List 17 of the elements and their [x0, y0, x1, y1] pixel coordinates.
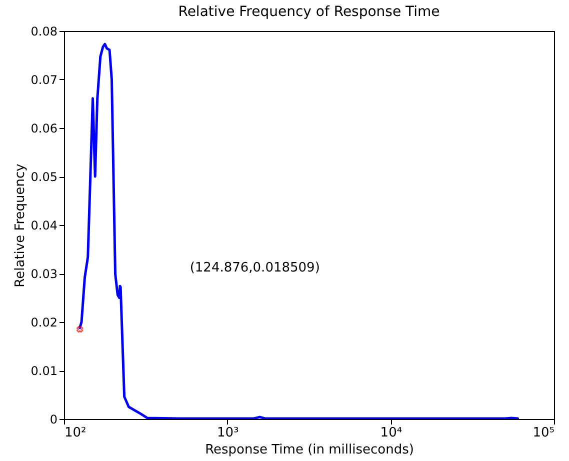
y-tick-label: 0 — [50, 412, 58, 426]
y-tick-label: 0.03 — [30, 267, 58, 281]
y-tick-label: 0.06 — [30, 122, 58, 136]
x-axis-title: Response Time (in milliseconds) — [205, 442, 414, 458]
annotation: (124.876,0.018509) — [190, 260, 320, 276]
y-tick-label: 0.07 — [30, 73, 58, 87]
x-tick-label: 10² — [64, 426, 86, 440]
y-tick-label: 0.08 — [30, 24, 58, 38]
y-tick-label: 0.05 — [30, 170, 58, 184]
y-tick-label: 0.02 — [30, 316, 58, 330]
y-axis-title: Relative Frequency — [12, 163, 28, 288]
y-tick-label: 0.04 — [30, 218, 58, 232]
chart-title: Relative Frequency of Response Time — [178, 4, 440, 20]
x-tick-label: 10⁵ — [532, 426, 554, 440]
y-tick-label: 0.01 — [30, 364, 58, 378]
x-tick-label: 10³ — [216, 426, 239, 440]
x-tick-label: 10⁴ — [380, 426, 402, 440]
